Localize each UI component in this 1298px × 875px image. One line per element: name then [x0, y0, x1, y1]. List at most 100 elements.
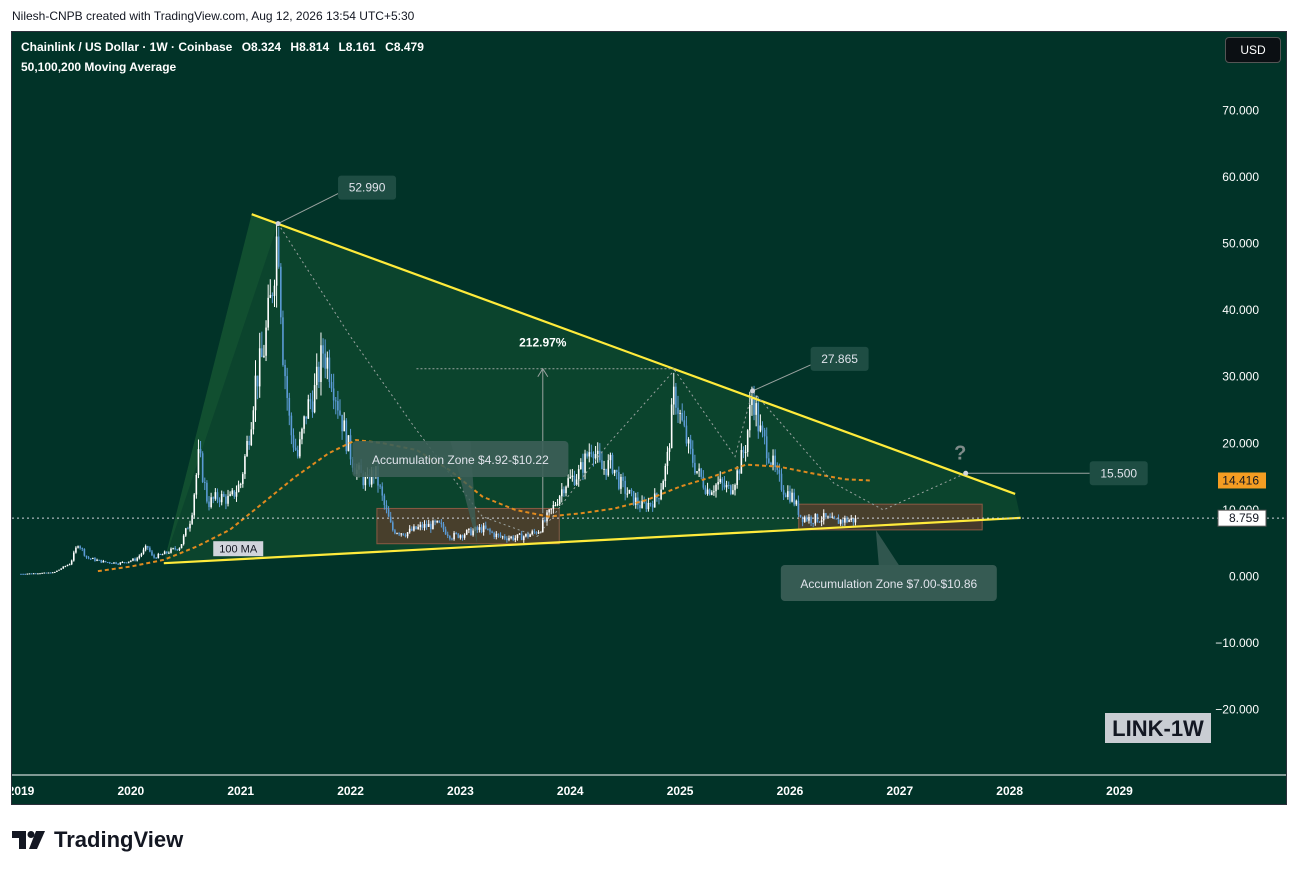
candle-body	[56, 570, 58, 572]
candle	[520, 530, 523, 541]
chart-panel[interactable]: 100 MA 52.990 27.865 212.97% 15.500? LINK-1W…	[11, 31, 1287, 805]
candle-body	[592, 453, 595, 459]
candle	[599, 443, 601, 463]
candle	[759, 414, 762, 433]
candle	[757, 396, 760, 439]
candle	[662, 479, 664, 490]
candle-body	[379, 485, 381, 487]
candle	[233, 490, 236, 499]
candle	[618, 466, 620, 491]
candle	[100, 559, 103, 564]
candle	[484, 521, 487, 530]
candle	[651, 500, 654, 512]
x-tick-label: 2029	[1106, 784, 1133, 798]
candle	[77, 545, 79, 549]
candle	[689, 434, 692, 455]
candle	[444, 526, 447, 535]
candle-body	[60, 568, 62, 570]
candle	[123, 561, 126, 564]
candle-body	[533, 531, 536, 533]
candle	[611, 452, 614, 475]
candle	[463, 533, 466, 540]
currency-button[interactable]: USD	[1225, 37, 1281, 63]
y-tick-label: −10.000	[1215, 636, 1259, 650]
candle-body	[611, 454, 614, 474]
candle	[385, 500, 388, 514]
candle-body	[710, 492, 713, 495]
candle	[294, 438, 297, 452]
annotation-52990-box	[338, 175, 397, 200]
candle-body	[324, 353, 326, 369]
candle-body	[195, 474, 198, 495]
candle-body	[427, 523, 430, 527]
candle-body	[242, 474, 244, 484]
candle-body	[364, 476, 367, 486]
indicator-label[interactable]: 50,100,200 Moving Average	[21, 60, 177, 74]
candle-body	[554, 504, 557, 506]
candle	[575, 474, 578, 486]
candle	[514, 535, 517, 543]
candle-body	[561, 489, 563, 497]
x-tick-label: 2020	[117, 784, 144, 798]
candle-body	[165, 551, 168, 554]
candle	[582, 453, 584, 481]
candle-body	[144, 546, 147, 550]
projection-dotted-3	[674, 369, 966, 511]
candle	[687, 437, 690, 454]
candle-body	[736, 470, 738, 485]
candle-body	[647, 503, 650, 510]
candle	[303, 415, 305, 434]
candle	[508, 535, 510, 542]
y-tick-label: 0.000	[1229, 570, 1259, 584]
candle	[672, 372, 675, 415]
candle-body	[463, 534, 466, 538]
candle	[98, 559, 100, 561]
candle-body	[273, 285, 276, 296]
candle	[66, 564, 69, 567]
candle	[87, 556, 90, 560]
candle-body	[757, 403, 760, 432]
x-tick-label: 2027	[886, 784, 913, 798]
candle-body	[465, 530, 468, 535]
ohlc-open: O8.324	[241, 40, 282, 54]
accumulation-zone-1	[376, 507, 560, 545]
candle	[142, 547, 145, 555]
annotation-52990-dot	[275, 221, 281, 227]
candle-body	[810, 517, 812, 524]
candle	[89, 558, 92, 560]
candle-body	[244, 456, 246, 475]
candle	[267, 284, 269, 331]
candle	[28, 573, 31, 575]
candle-body	[670, 404, 673, 449]
candle	[605, 468, 607, 480]
candle	[311, 390, 314, 418]
candle	[683, 410, 686, 428]
annotation-52990-pointer	[277, 193, 339, 225]
trendline-layer	[12, 213, 1286, 565]
candle-body	[174, 548, 177, 550]
candle	[146, 545, 149, 550]
candle-body	[789, 491, 791, 502]
candle	[174, 546, 177, 551]
candle-body	[423, 523, 426, 528]
candle	[550, 508, 553, 515]
candle	[32, 573, 35, 575]
candle-body	[398, 533, 400, 535]
tradingview-logo[interactable]: TradingView	[12, 827, 183, 853]
candle	[288, 392, 291, 426]
candle	[810, 515, 812, 527]
candle-body	[39, 573, 41, 575]
candle-body	[413, 526, 415, 531]
candle	[736, 466, 738, 489]
annotation-percent: 212.97%	[519, 336, 567, 350]
candle	[79, 545, 81, 550]
candle-body	[491, 531, 493, 533]
candle-body	[85, 555, 88, 558]
chart-canvas[interactable]: 100 MA 52.990 27.865 212.97% 15.500? LINK-1W…	[12, 32, 1287, 805]
candle-body	[411, 528, 413, 531]
candle-body	[75, 547, 77, 553]
candle-body	[206, 482, 208, 502]
zone-callout-box-1	[352, 441, 569, 477]
candle	[761, 421, 764, 438]
candle-body	[725, 484, 728, 488]
